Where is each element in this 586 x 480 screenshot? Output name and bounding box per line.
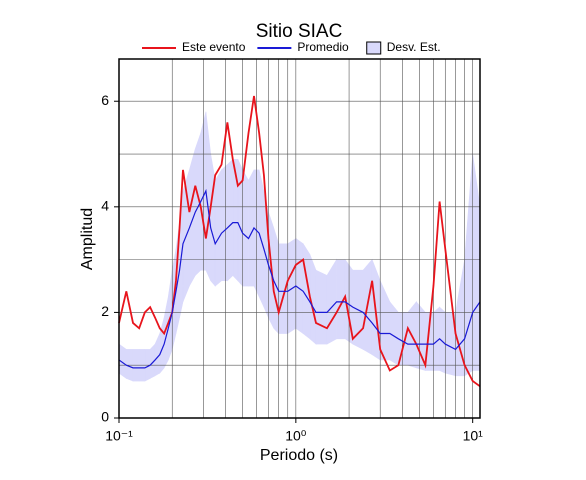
x-tick-label: 10⁰ — [285, 428, 307, 444]
y-axis-label: Amplitud — [79, 208, 96, 270]
std-band — [258, 169, 265, 308]
y-tick-label: 4 — [101, 198, 109, 214]
legend-label: Este evento — [182, 40, 246, 54]
x-tick-label: 10¹ — [463, 428, 484, 444]
legend-label: Desv. Est. — [387, 40, 441, 54]
std-band — [295, 237, 304, 335]
y-tick-label: 0 — [101, 409, 109, 425]
x-axis-label: Periodo (s) — [260, 447, 338, 464]
std-band — [433, 306, 440, 371]
series-line — [118, 188, 481, 369]
std-band — [389, 301, 399, 366]
std-band — [237, 159, 243, 287]
legend-label: Promedio — [297, 40, 349, 54]
chart-title: Sitio SIAC — [256, 21, 343, 42]
std-band — [227, 158, 234, 282]
series-line — [118, 95, 481, 388]
std-band — [315, 269, 328, 345]
legend-swatch — [366, 41, 382, 55]
y-tick-label: 6 — [101, 92, 109, 108]
std-band — [189, 148, 196, 288]
x-tick-label: 10⁻¹ — [105, 428, 133, 444]
std-band — [242, 168, 249, 287]
std-band — [214, 168, 222, 287]
std-band — [287, 237, 297, 335]
y-tick-label: 2 — [101, 303, 109, 319]
std-band — [248, 169, 255, 287]
std-band — [221, 163, 228, 282]
plot-frame — [118, 58, 481, 419]
std-band — [273, 227, 280, 335]
